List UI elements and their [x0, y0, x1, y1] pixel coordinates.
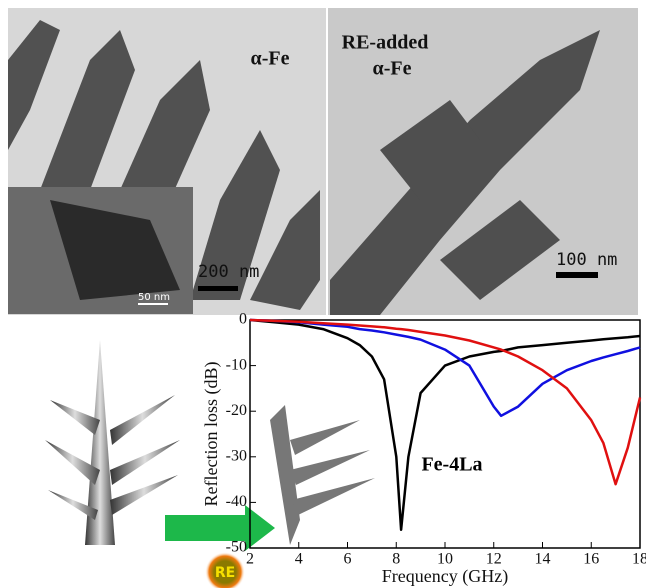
y-tick-label: -30 [226, 447, 247, 464]
annotation: Fe-4La [421, 454, 482, 476]
x-tick-label: 10 [437, 551, 453, 568]
x-tick-label: 4 [295, 551, 303, 568]
y-tick-label: -40 [226, 493, 247, 510]
x-axis-label: Frequency (GHz) [382, 566, 508, 587]
cone-illustration [45, 340, 180, 545]
scale-label: 200 nm [198, 262, 259, 282]
y-tick-label: -50 [226, 539, 247, 556]
x-tick-label: 8 [392, 551, 400, 568]
x-tick-label: 12 [486, 551, 502, 568]
re-icon-label: RE [215, 565, 235, 581]
x-tick-label: 16 [583, 551, 599, 568]
scale-bar [556, 272, 598, 278]
label-alpha-fe: α-Fe [251, 48, 290, 70]
figure: α-Fe RE-added α-Fe 200 nm 100 nm 50 nm R… [0, 0, 646, 588]
y-tick-label: 0 [239, 311, 247, 328]
scale-label: 50 nm [138, 292, 170, 303]
y-axis-label: Reflection loss (dB) [201, 362, 222, 507]
scale-label: 100 nm [556, 250, 617, 270]
scale-bar [198, 286, 238, 291]
x-tick-label: 14 [535, 551, 551, 568]
plot-frame [250, 320, 640, 548]
scale-bar [138, 303, 168, 305]
label-re-added-fe: α-Fe [373, 58, 412, 80]
arrow [165, 505, 275, 551]
x-tick-label: 2 [246, 551, 254, 568]
label-re-added: RE-added [342, 32, 429, 54]
y-tick-label: -20 [226, 402, 247, 419]
dendrite-illustration [270, 405, 375, 545]
y-tick-label: -10 [226, 356, 247, 373]
x-tick-label: 6 [344, 551, 352, 568]
x-tick-label: 18 [632, 551, 646, 568]
